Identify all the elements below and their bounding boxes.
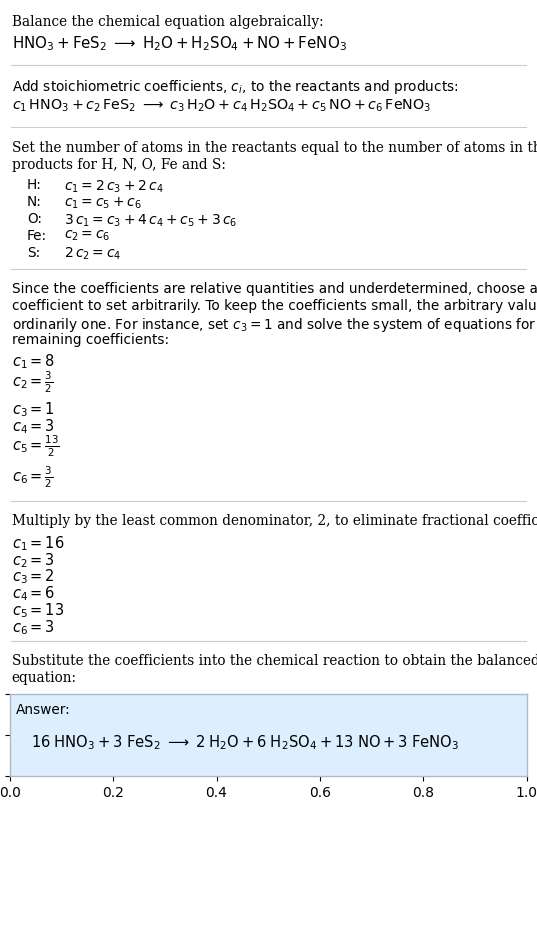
Text: $c_6 = 3$: $c_6 = 3$ <box>12 619 55 637</box>
Text: $\mathrm{HNO_3 + FeS_2 \;\longrightarrow\; H_2O + H_2SO_4 + NO + FeNO_3}$: $\mathrm{HNO_3 + FeS_2 \;\longrightarrow… <box>12 34 347 53</box>
Text: $\mathrm{16\; HNO_3 + 3\; FeS_2 \;\longrightarrow\; 2\; H_2O + 6\; H_2SO_4 + 13\: $\mathrm{16\; HNO_3 + 3\; FeS_2 \;\longr… <box>31 733 459 751</box>
Text: Balance the chemical equation algebraically:: Balance the chemical equation algebraica… <box>12 15 323 29</box>
Text: $c_2 = \frac{3}{2}$: $c_2 = \frac{3}{2}$ <box>12 369 53 394</box>
Text: O:: O: <box>27 212 42 226</box>
Text: $c_4 = 3$: $c_4 = 3$ <box>12 417 55 435</box>
Text: Multiply by the least common denominator, 2, to eliminate fractional coefficient: Multiply by the least common denominator… <box>12 514 537 528</box>
Text: $c_3 = 1$: $c_3 = 1$ <box>12 400 55 418</box>
Text: Substitute the coefficients into the chemical reaction to obtain the balanced: Substitute the coefficients into the che… <box>12 654 537 668</box>
Text: $c_1 = 16$: $c_1 = 16$ <box>12 534 64 553</box>
Text: N:: N: <box>27 195 42 209</box>
Text: coefficient to set arbitrarily. To keep the coefficients small, the arbitrary va: coefficient to set arbitrarily. To keep … <box>12 298 537 312</box>
Text: $c_1 = 2\,c_3 + 2\,c_4$: $c_1 = 2\,c_3 + 2\,c_4$ <box>64 178 164 195</box>
Text: $c_5 = \frac{13}{2}$: $c_5 = \frac{13}{2}$ <box>12 434 60 459</box>
Text: $c_6 = \frac{3}{2}$: $c_6 = \frac{3}{2}$ <box>12 465 53 490</box>
Text: products for H, N, O, Fe and S:: products for H, N, O, Fe and S: <box>12 158 226 171</box>
Text: equation:: equation: <box>12 671 77 685</box>
Text: Since the coefficients are relative quantities and underdetermined, choose a: Since the coefficients are relative quan… <box>12 281 537 295</box>
Text: Answer:: Answer: <box>16 703 71 717</box>
Text: Set the number of atoms in the reactants equal to the number of atoms in the: Set the number of atoms in the reactants… <box>12 141 537 155</box>
Text: Add stoichiometric coefficients, $c_i$, to the reactants and products:: Add stoichiometric coefficients, $c_i$, … <box>12 77 459 96</box>
Text: $c_4 = 6$: $c_4 = 6$ <box>12 584 55 603</box>
Text: $c_2 = 3$: $c_2 = 3$ <box>12 551 55 569</box>
Text: $c_1 = 8$: $c_1 = 8$ <box>12 352 55 371</box>
Text: $3\,c_1 = c_3 + 4\,c_4 + c_5 + 3\,c_6$: $3\,c_1 = c_3 + 4\,c_4 + c_5 + 3\,c_6$ <box>64 212 238 228</box>
Text: ordinarily one. For instance, set $c_3 = 1$ and solve the system of equations fo: ordinarily one. For instance, set $c_3 =… <box>12 316 537 334</box>
Text: $c_5 = 13$: $c_5 = 13$ <box>12 602 64 621</box>
Text: Fe:: Fe: <box>27 229 47 243</box>
Text: remaining coefficients:: remaining coefficients: <box>12 333 169 347</box>
Text: H:: H: <box>27 178 42 192</box>
Text: $c_1\, \mathrm{HNO_3} + c_2\, \mathrm{FeS_2} \;\longrightarrow\; c_3\, \mathrm{H: $c_1\, \mathrm{HNO_3} + c_2\, \mathrm{Fe… <box>12 98 431 114</box>
Text: $c_1 = c_5 + c_6$: $c_1 = c_5 + c_6$ <box>64 195 142 211</box>
Text: S:: S: <box>27 246 40 260</box>
Text: $c_3 = 2$: $c_3 = 2$ <box>12 568 55 586</box>
Text: $c_2 = c_6$: $c_2 = c_6$ <box>64 229 111 243</box>
Text: $2\,c_2 = c_4$: $2\,c_2 = c_4$ <box>64 246 122 263</box>
